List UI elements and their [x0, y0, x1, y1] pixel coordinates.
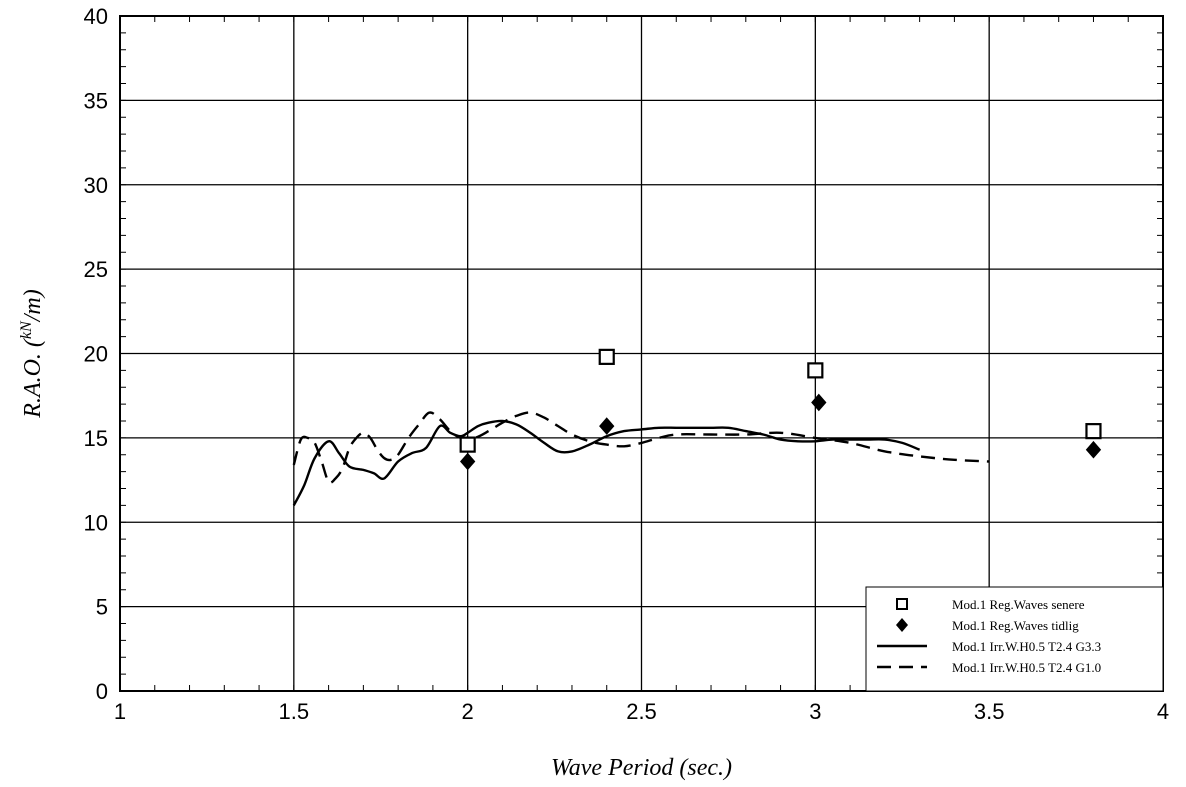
series-2-point	[599, 417, 615, 435]
y-tick-label: 35	[84, 88, 108, 113]
y-axis-title: R.A.O. (kN/m)	[18, 289, 46, 418]
x-tick-label: 2.5	[626, 699, 657, 724]
y-tick-label: 0	[96, 679, 108, 704]
legend-symbol-1	[896, 598, 908, 610]
legend-label-3: Mod.1 Irr.W.H0.5 T2.4 G3.3	[952, 639, 1101, 654]
x-tick-label: 3.5	[974, 699, 1005, 724]
grid-layer	[120, 16, 1163, 691]
x-tick-label: 4	[1157, 699, 1169, 724]
legend-label-2: Mod.1 Reg.Waves tidlig	[952, 618, 1079, 633]
y-tick-label: 15	[84, 426, 108, 451]
series-2-point	[811, 393, 827, 412]
legend: Mod.1 Reg.Waves senere Mod.1 Reg.Waves ti…	[865, 586, 1164, 692]
y-tick-label: 20	[84, 342, 108, 367]
y-axis-title-main: R.A.O. (	[20, 337, 46, 419]
plot-frame	[119, 15, 1164, 692]
y-tick-label: 30	[84, 173, 108, 198]
series-2-point	[1085, 440, 1102, 459]
series-1-point	[1085, 423, 1102, 440]
legend-diamond-marker	[896, 618, 908, 632]
legend-items: Mod.1 Reg.Waves senere Mod.1 Reg.Waves ti…	[877, 597, 1101, 675]
y-tick-label: 5	[96, 595, 108, 620]
series-line-3	[292, 419, 921, 506]
series-1-point	[807, 362, 824, 379]
lines-layer	[292, 411, 990, 506]
series-2-point	[460, 452, 476, 471]
series-line-4	[292, 411, 990, 484]
x-tick-label: 1	[114, 699, 126, 724]
y-tick-label: 25	[84, 257, 108, 282]
x-axis-title: Wave Period (sec.)	[551, 755, 732, 781]
legend-box	[865, 586, 1164, 692]
legend-label-1: Mod.1 Reg.Waves senere	[952, 597, 1085, 612]
legend-label-4: Mod.1 Irr.W.H0.5 T2.4 G1.0	[952, 660, 1101, 675]
x-tick-label: 1.5	[279, 699, 310, 724]
y-tick-label: 10	[84, 510, 108, 535]
markers-layer	[459, 348, 1102, 471]
series-1-point	[598, 348, 615, 365]
legend-symbol-2	[896, 618, 908, 632]
x-tick-label: 2	[462, 699, 474, 724]
y-tick-label: 40	[84, 4, 108, 29]
y-axis-title-unit-numerator: kN	[18, 320, 35, 339]
x-tick-label: 3	[809, 699, 821, 724]
y-axis-title-unit-denominator: /m)	[20, 289, 46, 323]
legend-square-marker	[896, 598, 908, 610]
series-1-point	[459, 436, 476, 453]
